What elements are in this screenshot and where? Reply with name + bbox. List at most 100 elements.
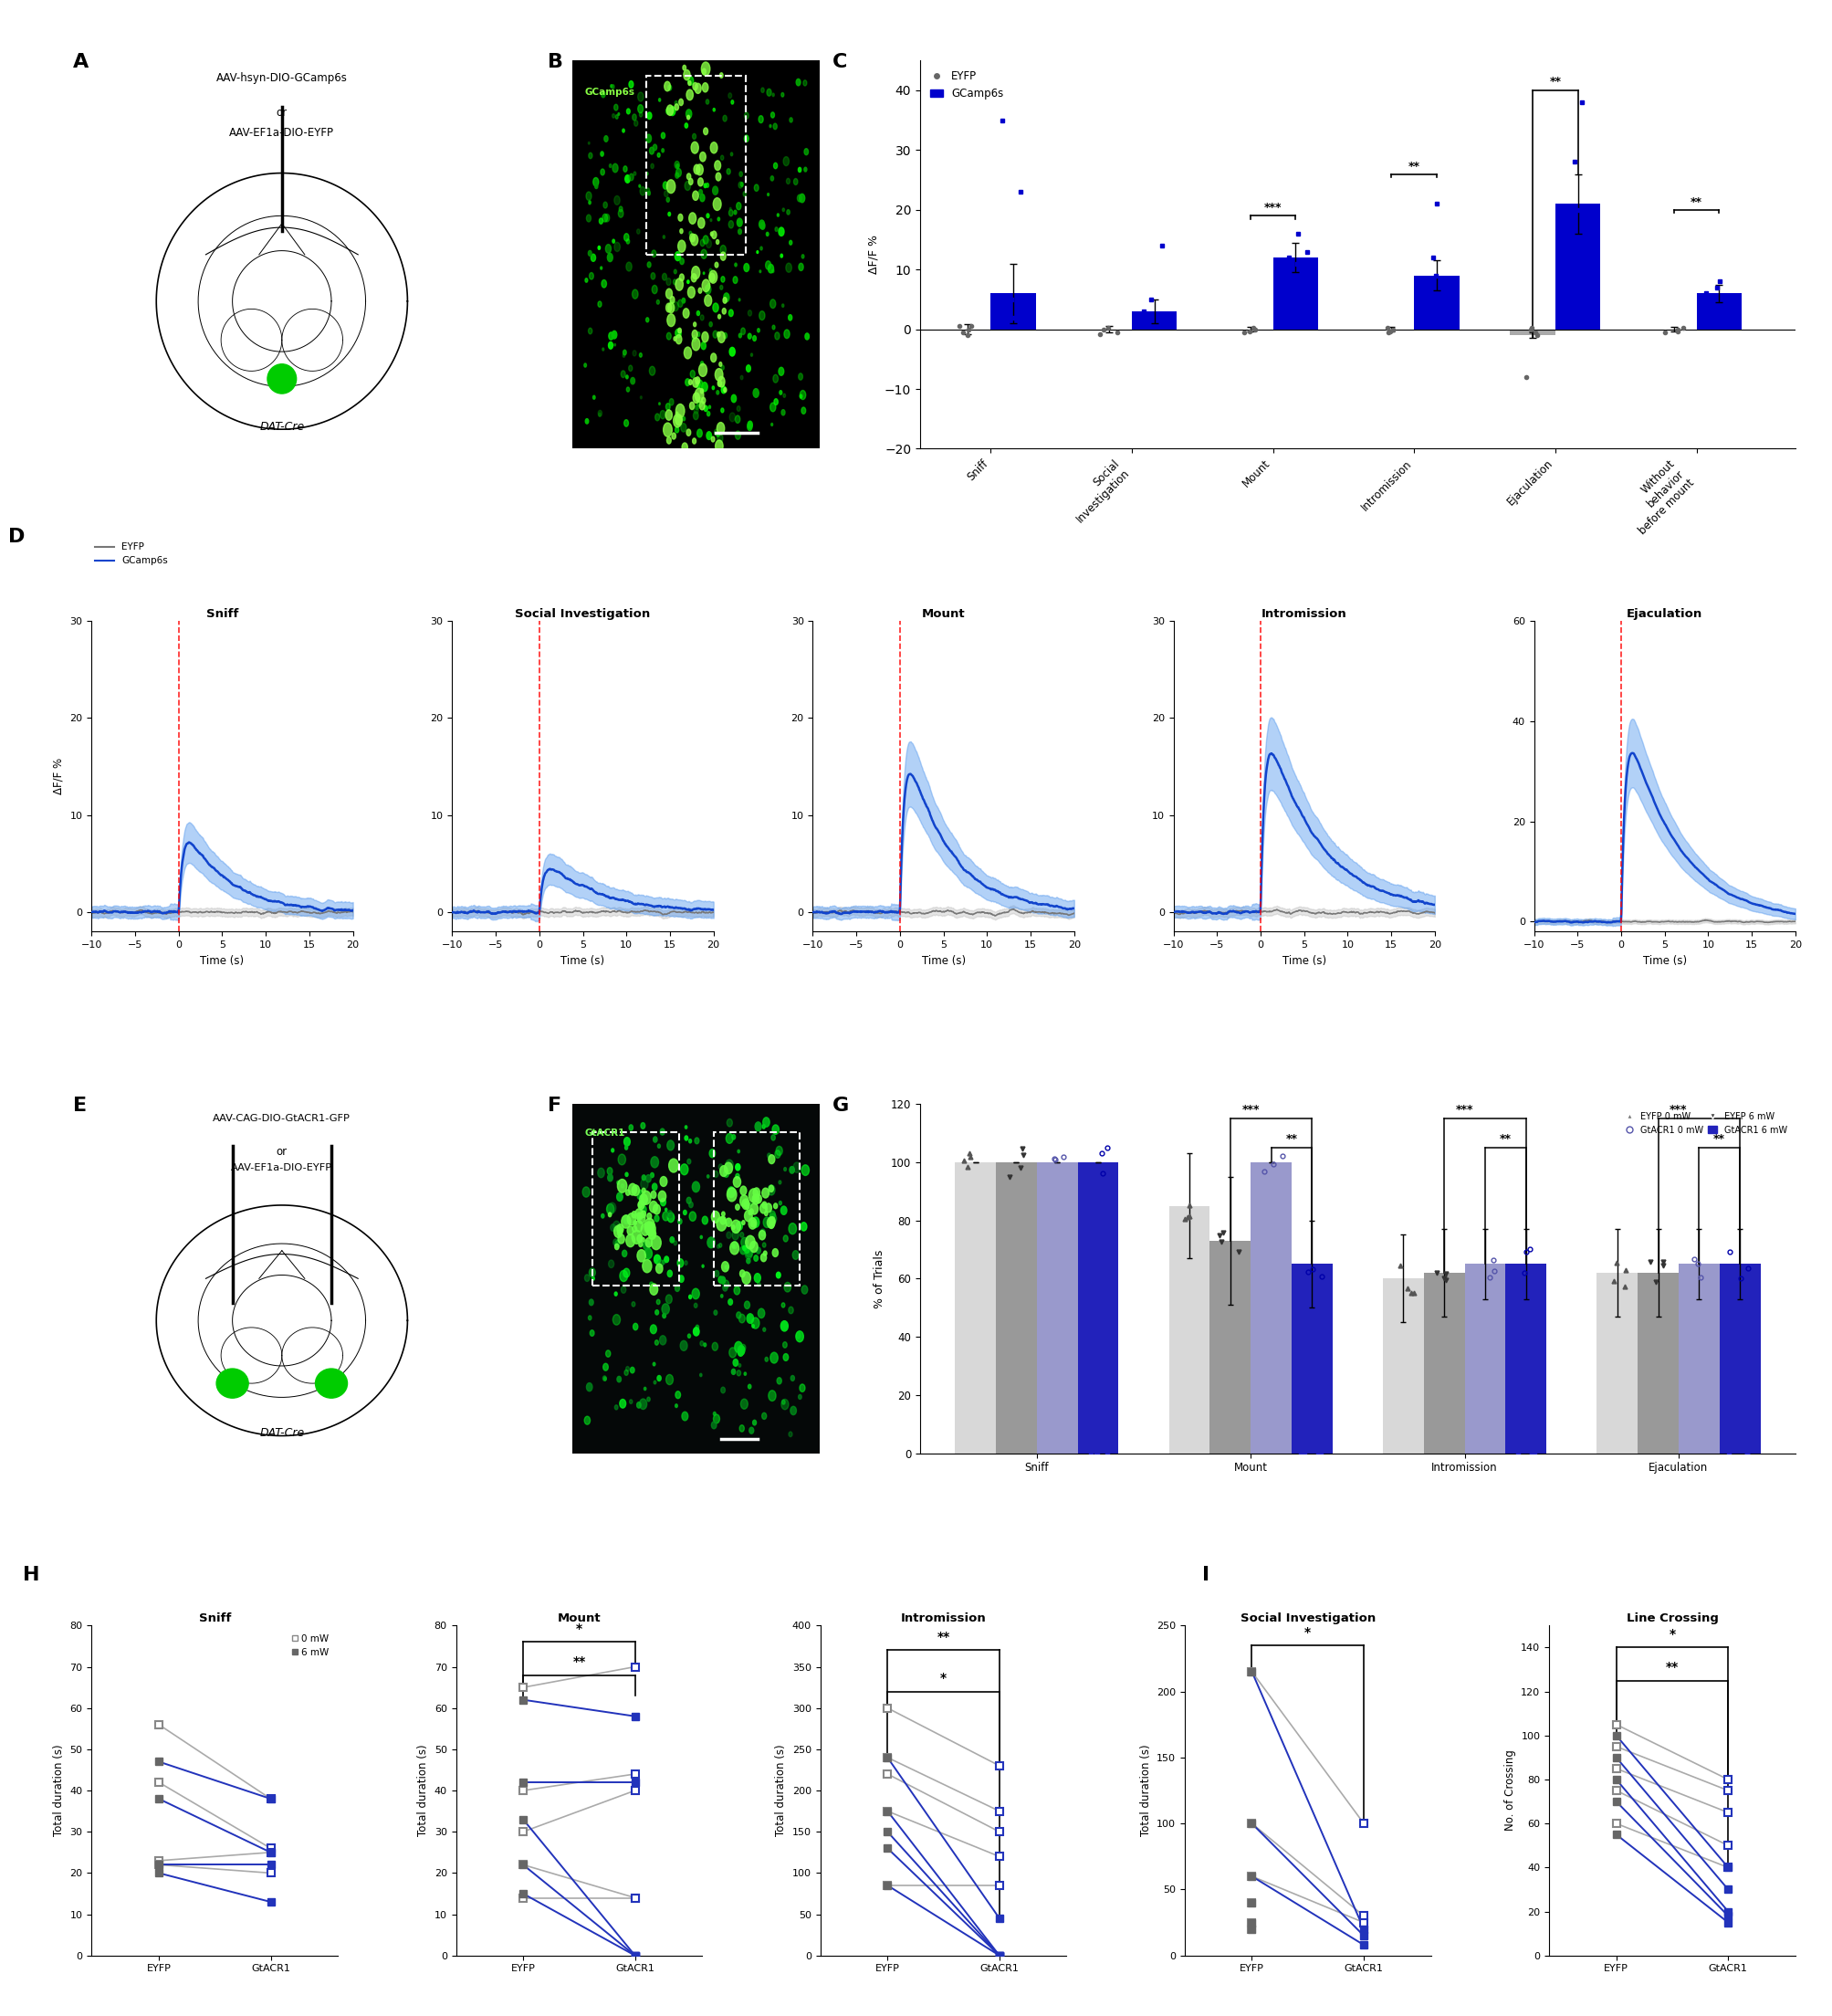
- Text: GtACR1: GtACR1: [584, 1129, 625, 1137]
- Bar: [713, 1131, 801, 1286]
- Circle shape: [676, 278, 683, 290]
- Circle shape: [724, 1280, 729, 1288]
- Circle shape: [680, 258, 683, 264]
- Circle shape: [713, 302, 718, 312]
- Circle shape: [735, 210, 736, 214]
- Circle shape: [733, 1359, 738, 1367]
- Circle shape: [744, 113, 749, 119]
- Circle shape: [769, 403, 775, 411]
- Circle shape: [601, 280, 606, 288]
- Circle shape: [698, 177, 703, 185]
- Circle shape: [650, 1230, 652, 1234]
- X-axis label: Time (s): Time (s): [200, 956, 244, 966]
- Circle shape: [733, 1230, 738, 1240]
- Circle shape: [722, 276, 725, 282]
- Circle shape: [650, 147, 654, 155]
- Circle shape: [790, 240, 791, 244]
- Circle shape: [689, 212, 696, 224]
- Circle shape: [716, 333, 720, 337]
- Circle shape: [605, 214, 610, 222]
- Circle shape: [804, 149, 808, 155]
- Circle shape: [747, 333, 751, 339]
- Circle shape: [691, 371, 694, 377]
- Circle shape: [773, 325, 775, 329]
- Circle shape: [652, 1236, 661, 1250]
- Circle shape: [709, 268, 713, 272]
- Circle shape: [606, 1204, 614, 1214]
- Circle shape: [674, 1240, 676, 1246]
- Circle shape: [616, 115, 617, 119]
- Circle shape: [713, 1343, 718, 1351]
- Circle shape: [702, 397, 705, 403]
- Circle shape: [639, 353, 641, 357]
- Circle shape: [638, 1195, 641, 1200]
- Circle shape: [676, 329, 682, 339]
- Circle shape: [691, 234, 698, 246]
- Circle shape: [639, 113, 643, 117]
- Circle shape: [731, 101, 733, 105]
- Circle shape: [758, 220, 764, 228]
- Circle shape: [713, 387, 714, 389]
- Circle shape: [703, 127, 707, 135]
- Circle shape: [617, 1234, 625, 1244]
- Circle shape: [692, 133, 696, 139]
- Circle shape: [703, 236, 709, 244]
- Circle shape: [634, 1220, 636, 1226]
- Circle shape: [735, 264, 736, 266]
- Circle shape: [724, 1169, 729, 1177]
- Text: I: I: [1202, 1566, 1209, 1585]
- Circle shape: [736, 405, 740, 411]
- Circle shape: [696, 377, 700, 383]
- Circle shape: [590, 272, 594, 280]
- Circle shape: [672, 280, 676, 284]
- Circle shape: [731, 1226, 735, 1230]
- Circle shape: [691, 141, 698, 153]
- Circle shape: [667, 333, 671, 341]
- Circle shape: [641, 1175, 645, 1179]
- Circle shape: [617, 210, 623, 218]
- Circle shape: [692, 192, 698, 200]
- Circle shape: [638, 1401, 641, 1407]
- Circle shape: [649, 1230, 656, 1240]
- Bar: [1464, 1264, 1506, 1454]
- Circle shape: [694, 389, 703, 401]
- Circle shape: [773, 1248, 779, 1256]
- Circle shape: [634, 121, 638, 127]
- Circle shape: [760, 1254, 766, 1262]
- Circle shape: [782, 208, 784, 212]
- Circle shape: [594, 395, 595, 399]
- Circle shape: [784, 329, 790, 339]
- Circle shape: [762, 1187, 769, 1198]
- Circle shape: [608, 1212, 612, 1218]
- Text: **: **: [1550, 75, 1561, 87]
- Circle shape: [672, 433, 676, 439]
- Circle shape: [638, 1250, 645, 1262]
- Text: H: H: [22, 1566, 40, 1585]
- Circle shape: [735, 1204, 740, 1210]
- Circle shape: [744, 1202, 749, 1208]
- Circle shape: [740, 1232, 744, 1238]
- Circle shape: [625, 1173, 628, 1177]
- Circle shape: [647, 135, 652, 143]
- Circle shape: [628, 81, 634, 89]
- Circle shape: [760, 1204, 768, 1214]
- Circle shape: [746, 1258, 751, 1264]
- Circle shape: [674, 1284, 680, 1292]
- Bar: [1037, 1161, 1077, 1454]
- Circle shape: [603, 1363, 608, 1371]
- Circle shape: [654, 1381, 656, 1385]
- Circle shape: [786, 177, 790, 183]
- Circle shape: [731, 395, 736, 403]
- Circle shape: [671, 300, 672, 304]
- Title: Social Investigation: Social Investigation: [1240, 1613, 1376, 1625]
- Circle shape: [674, 101, 678, 105]
- Bar: [1383, 1278, 1423, 1454]
- Circle shape: [669, 85, 672, 91]
- Circle shape: [583, 1187, 590, 1198]
- Circle shape: [702, 250, 707, 258]
- Circle shape: [694, 1137, 700, 1143]
- Circle shape: [707, 214, 709, 218]
- Bar: [1678, 1264, 1720, 1454]
- Circle shape: [735, 415, 740, 423]
- Circle shape: [720, 252, 725, 260]
